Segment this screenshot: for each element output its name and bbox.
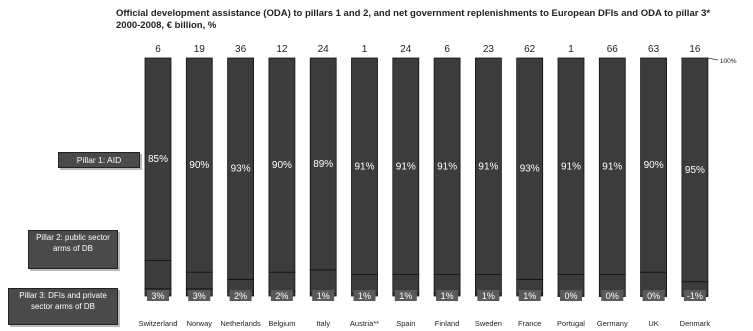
bar-pillar2 <box>227 278 255 292</box>
hundred-pct-tick <box>707 57 718 61</box>
bar-total-label: 1 <box>362 44 368 55</box>
pillar1-value-label: 90% <box>189 160 209 171</box>
pillar1-value-label: 95% <box>685 165 705 176</box>
pillar3-value-label: 3% <box>151 291 164 301</box>
pillar3-value-label: 3% <box>193 291 206 301</box>
pillar3-label-bg <box>229 290 252 301</box>
pillar3-value-label: 0% <box>564 291 577 301</box>
pillar3-label-bg <box>394 290 417 301</box>
pillar3-value-label: 1% <box>399 291 412 301</box>
bar-total-label: 36 <box>235 44 247 55</box>
bar-pillar2 <box>268 271 296 292</box>
bar-pillar1 <box>268 57 296 273</box>
pillar3-label-bg <box>188 290 211 301</box>
pillar1-value-label: 93% <box>520 164 540 175</box>
bar-total-label: 66 <box>607 44 619 55</box>
category-label: Switzerland <box>139 319 178 328</box>
category-label: France <box>518 319 541 328</box>
chart-title: Official development assistance (ODA) to… <box>116 8 711 31</box>
pillar3-value-label: 1% <box>317 291 330 301</box>
bar-pillar1 <box>185 57 213 273</box>
category-label: UK <box>648 319 658 328</box>
bar-total-label: 16 <box>689 44 701 55</box>
pillar3-label-bg <box>683 290 706 301</box>
bar-pillar2 <box>185 271 213 290</box>
bar-pillar1 <box>640 57 667 273</box>
category-label: Portugal <box>557 319 585 328</box>
pillar1-value-label: 91% <box>602 161 622 172</box>
pillar3-label-bg <box>601 290 624 301</box>
bar-pillar1 <box>351 57 378 275</box>
pillar3-label-bg <box>560 290 582 301</box>
bar-total-label: 63 <box>648 44 660 55</box>
pillar3-value-label: 2% <box>275 291 288 301</box>
pillar3-label-bg <box>147 290 169 301</box>
pillar1-value-label: 90% <box>272 160 292 171</box>
pillar1-value-label: 91% <box>437 161 457 172</box>
category-label: Germany <box>597 319 628 328</box>
pillar1-value-label: 91% <box>396 161 416 172</box>
bar-total-label: 62 <box>524 44 536 55</box>
pillar3-label-bg <box>642 290 665 301</box>
pillar1-legend-box: Pillar 1: AID <box>58 152 140 168</box>
bar-total-label: 24 <box>318 44 330 55</box>
bar-total-label: 19 <box>194 44 206 55</box>
category-label: Austria** <box>350 319 379 328</box>
bar-total-label: 23 <box>483 44 495 55</box>
bar-pillar1 <box>227 57 255 280</box>
pillar1-value-label: 90% <box>644 160 664 171</box>
pillar3-value-label: 0% <box>606 291 619 301</box>
category-label: Norway <box>187 319 213 328</box>
category-label: Belgium <box>268 319 295 328</box>
category-label: Netherlands <box>220 319 261 328</box>
pillar1-value-label: 91% <box>478 161 498 172</box>
pillar3-value-label: -1% <box>687 291 703 301</box>
bar-total-label: 6 <box>155 44 161 55</box>
bar-pillar1 <box>516 57 544 280</box>
bar-pillar1 <box>598 57 626 275</box>
pillar3-value-label: 1% <box>482 291 495 301</box>
pillar1-value-label: 89% <box>313 159 333 170</box>
pillar3-label-bg <box>518 290 541 301</box>
category-label: Spain <box>396 319 415 328</box>
category-label: Sweden <box>475 319 502 328</box>
bar-total-label: 24 <box>400 44 412 55</box>
pillar3-value-label: 1% <box>523 291 536 301</box>
pillar3-label-bg <box>477 290 500 301</box>
pillar3-value-label: 1% <box>358 291 371 301</box>
pillar1-value-label: 93% <box>231 164 251 175</box>
pillar1-value-label: 91% <box>354 161 374 172</box>
bar-pillar1 <box>681 57 709 283</box>
bar-total-label: 6 <box>444 44 450 55</box>
pillar3-value-label: 0% <box>647 291 660 301</box>
bar-total-label: 1 <box>568 44 574 55</box>
pillar3-value-label: 2% <box>234 291 247 301</box>
bar-pillar1 <box>557 57 585 275</box>
pillar3-label-bg <box>312 290 335 301</box>
pillar1-value-label: 85% <box>148 154 168 165</box>
pillar3-label-bg <box>353 290 376 301</box>
bar-pillar1 <box>474 57 502 275</box>
bar-pillar1 <box>144 57 172 261</box>
pillar1-value-label: 91% <box>561 161 581 172</box>
category-label: Denmark <box>680 319 711 328</box>
bar-total-label: 12 <box>276 44 288 55</box>
pillar3-label-bg <box>270 290 293 301</box>
hundred-pct-label: 100% <box>720 58 737 65</box>
pillar2-legend-box: Pillar 2: public sector arms of DB <box>28 230 118 269</box>
bar-pillar1 <box>392 57 420 275</box>
category-label: Finland <box>435 319 460 328</box>
pillar3-label-bg <box>436 290 459 301</box>
bar-pillar2 <box>144 259 172 290</box>
pillar3-legend-box: Pillar 3: DFIs and private sector arms o… <box>8 288 118 325</box>
pillar3-value-label: 1% <box>441 291 454 301</box>
category-label: Italy <box>316 319 330 328</box>
bar-pillar1 <box>433 57 461 275</box>
bar-pillar1 <box>309 57 337 271</box>
